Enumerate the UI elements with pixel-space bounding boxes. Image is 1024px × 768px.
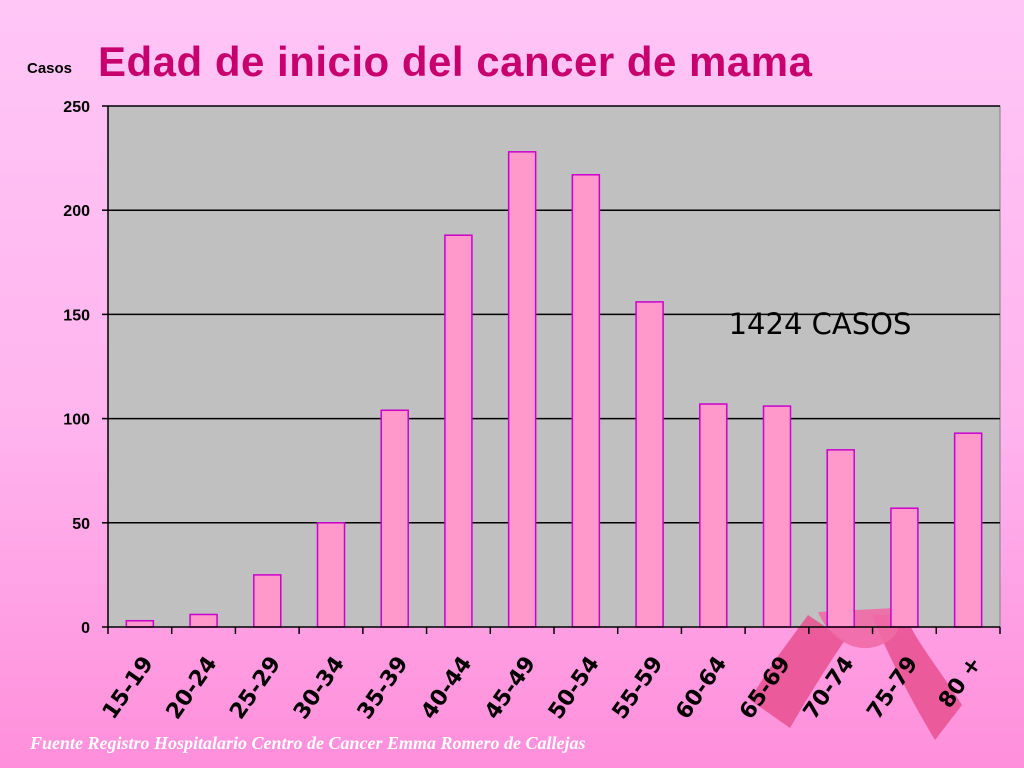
- bar-75-79: [890, 507, 919, 628]
- x-tick-label: 50-54: [544, 652, 605, 724]
- bar-30-34: [316, 522, 346, 628]
- x-tick-label: 40-44: [416, 652, 477, 724]
- bar-25-29: [253, 574, 282, 628]
- x-tick-label: 45-49: [480, 652, 541, 724]
- chart-title: Edad de inicio del cancer de mama: [98, 38, 813, 85]
- pink-ribbon-icon: [750, 608, 962, 740]
- bar-50-54: [571, 174, 601, 628]
- source-note: Fuente Registro Hospitalario Centro de C…: [30, 733, 586, 753]
- y-tick-label: 200: [63, 203, 90, 220]
- x-tick-label: 15-19: [98, 652, 159, 724]
- bar-35-39: [380, 409, 409, 628]
- y-tick-label: 0: [81, 620, 90, 637]
- y-tick-label: 50: [72, 516, 90, 533]
- bar-40-44: [444, 234, 473, 628]
- axes: [102, 105, 1001, 634]
- bar-70-74: [826, 449, 855, 628]
- bar-65-69: [762, 405, 792, 628]
- bar-55-59: [635, 301, 664, 628]
- x-tick-label: 35-39: [353, 652, 414, 724]
- y-tick-labels: 0 50 100 150 200 250: [63, 99, 90, 637]
- bar-20-24: [189, 613, 218, 628]
- bars: [125, 151, 983, 628]
- x-tick-labels: 15-19 20-24 25-29 30-34 35-39 40-44 45-49 50-54…: [98, 652, 987, 724]
- y-tick-label: 150: [63, 307, 90, 324]
- x-tick-label: 60-64: [671, 652, 732, 724]
- y-axis-label: Casos: [27, 60, 73, 77]
- y-tick-label: 250: [63, 99, 90, 116]
- total-cases-annotation: 1424 CASOS: [729, 307, 912, 341]
- plot-area: [107, 105, 1001, 628]
- x-tick-label: 25-29: [225, 652, 286, 724]
- x-tick-label: 20-24: [162, 652, 223, 724]
- bar-80: [953, 432, 983, 628]
- y-tick-label: 100: [63, 412, 90, 429]
- bar-45-49: [507, 151, 537, 628]
- bar-15-19: [125, 619, 155, 628]
- x-tick-label: 55-59: [608, 652, 669, 724]
- bar-60-64: [699, 403, 728, 628]
- x-tick-label: 30-34: [289, 652, 350, 724]
